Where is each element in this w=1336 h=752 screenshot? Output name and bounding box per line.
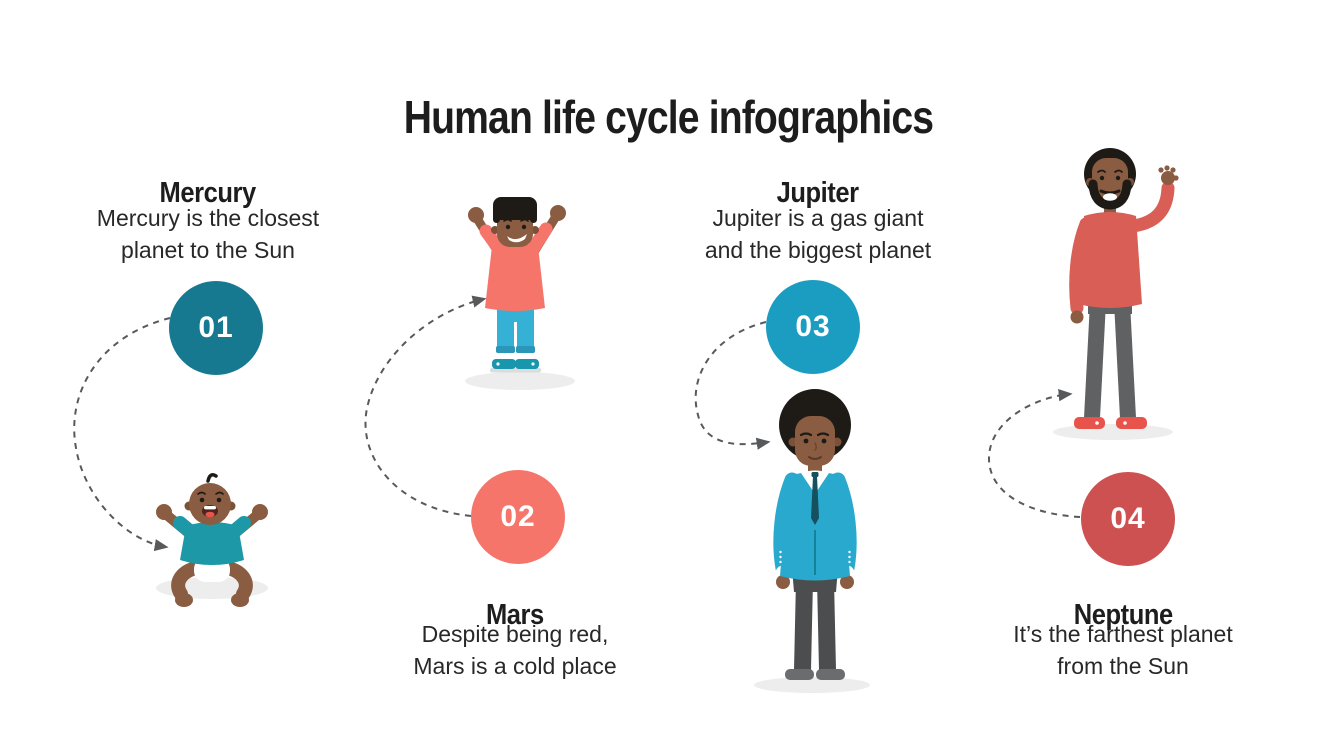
body-line: Jupiter is a gas giant: [712, 205, 924, 231]
shadow: [754, 677, 870, 693]
section-body-neptune: It’s the farthest planet from the Sun: [973, 618, 1273, 682]
baby-head: [189, 483, 231, 525]
section-title-mars-text: Mars: [486, 599, 544, 632]
section-title-mercury-text: Mercury: [159, 177, 257, 210]
senior-shoes: [1074, 417, 1147, 429]
step-circle-01: 01: [169, 281, 263, 375]
senior-smile: [1103, 193, 1117, 201]
adult-tie: [811, 472, 819, 525]
step-number-01: 01: [198, 311, 234, 344]
step-circle-03: 03: [766, 280, 860, 374]
adult-illustration: [754, 389, 870, 693]
section-title-jupiter: Jupiter: [668, 176, 968, 210]
step-circle-02: 02: [471, 470, 565, 564]
shadow: [1053, 424, 1173, 440]
step-number-04: 04: [1110, 502, 1146, 535]
body-line: Despite being red,: [421, 621, 609, 647]
body-line: from the Sun: [1057, 653, 1189, 679]
adult-face: [795, 416, 835, 466]
child-hair: [493, 197, 537, 223]
child-sneakers: [490, 359, 541, 373]
adult-pants: [792, 568, 838, 670]
section-body-jupiter: Jupiter is a gas giant and the biggest p…: [668, 202, 968, 266]
body-line: Mars is a cold place: [413, 653, 617, 679]
adult-eyes: [803, 438, 827, 444]
body-line: planet to the Sun: [121, 237, 295, 263]
senior-pants: [1084, 292, 1136, 418]
body-line: and the biggest planet: [704, 237, 932, 263]
step-number-02: 02: [500, 500, 536, 533]
child-grin: [507, 234, 527, 243]
child-shirt: [485, 243, 545, 311]
senior-illustration: [1053, 148, 1179, 440]
step-circle-04: 04: [1081, 472, 1175, 566]
body-line: It’s the farthest planet: [1013, 621, 1233, 647]
adult-jacket: [780, 472, 850, 581]
section-title-neptune-text: Neptune: [1073, 599, 1173, 632]
senior-waving-hand: [1158, 165, 1179, 185]
senior-waving-arm: [1126, 181, 1175, 233]
step-number-03: 03: [795, 310, 831, 343]
baby-eyes: [199, 497, 222, 503]
section-title-mercury: Mercury: [58, 176, 358, 210]
section-body-mars: Despite being red, Mars is a cold place: [365, 618, 665, 682]
section-body-mercury: Mercury is the closest planet to the Sun: [58, 202, 358, 266]
adult-shoes: [785, 669, 845, 680]
adult-mouth: [808, 456, 822, 460]
senior-eyes: [1099, 175, 1121, 181]
senior-sweater: [1078, 212, 1142, 308]
child-jeans: [497, 304, 534, 352]
baby-shirt: [180, 522, 244, 565]
section-title-neptune: Neptune: [973, 598, 1273, 632]
shadow: [465, 372, 575, 390]
page-title-text: Human life cycle infographics: [403, 90, 933, 143]
child-illustration: [465, 197, 575, 390]
baby-illustration: [156, 473, 268, 607]
child-eyes: [505, 224, 527, 230]
page-title: Human life cycle infographics: [0, 91, 1336, 143]
body-line: Mercury is the closest: [96, 205, 320, 231]
section-title-mars: Mars: [365, 598, 665, 632]
baby-hair-curl: [206, 473, 218, 483]
baby-legs: [171, 561, 253, 601]
senior-beard: [1088, 179, 1132, 210]
section-title-jupiter-text: Jupiter: [776, 177, 860, 210]
